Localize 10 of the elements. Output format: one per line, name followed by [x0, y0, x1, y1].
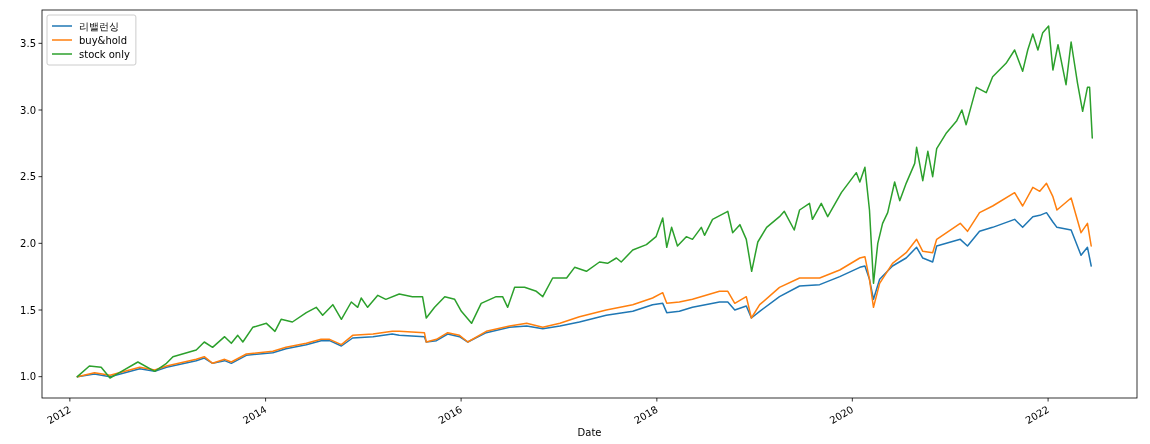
- ytick: 3.5: [20, 37, 36, 49]
- legend-label: buy&hold: [79, 34, 127, 46]
- xlabel: Date: [577, 427, 602, 438]
- legend-label: stock only: [79, 48, 130, 60]
- ytick: 1.5: [20, 304, 36, 316]
- legend-label: 리밸런싱: [79, 20, 119, 32]
- ytick: 2.0: [20, 237, 36, 249]
- ytick: 2.5: [20, 171, 36, 183]
- ytick: 1.0: [20, 371, 36, 383]
- ytick: 3.0: [20, 104, 36, 116]
